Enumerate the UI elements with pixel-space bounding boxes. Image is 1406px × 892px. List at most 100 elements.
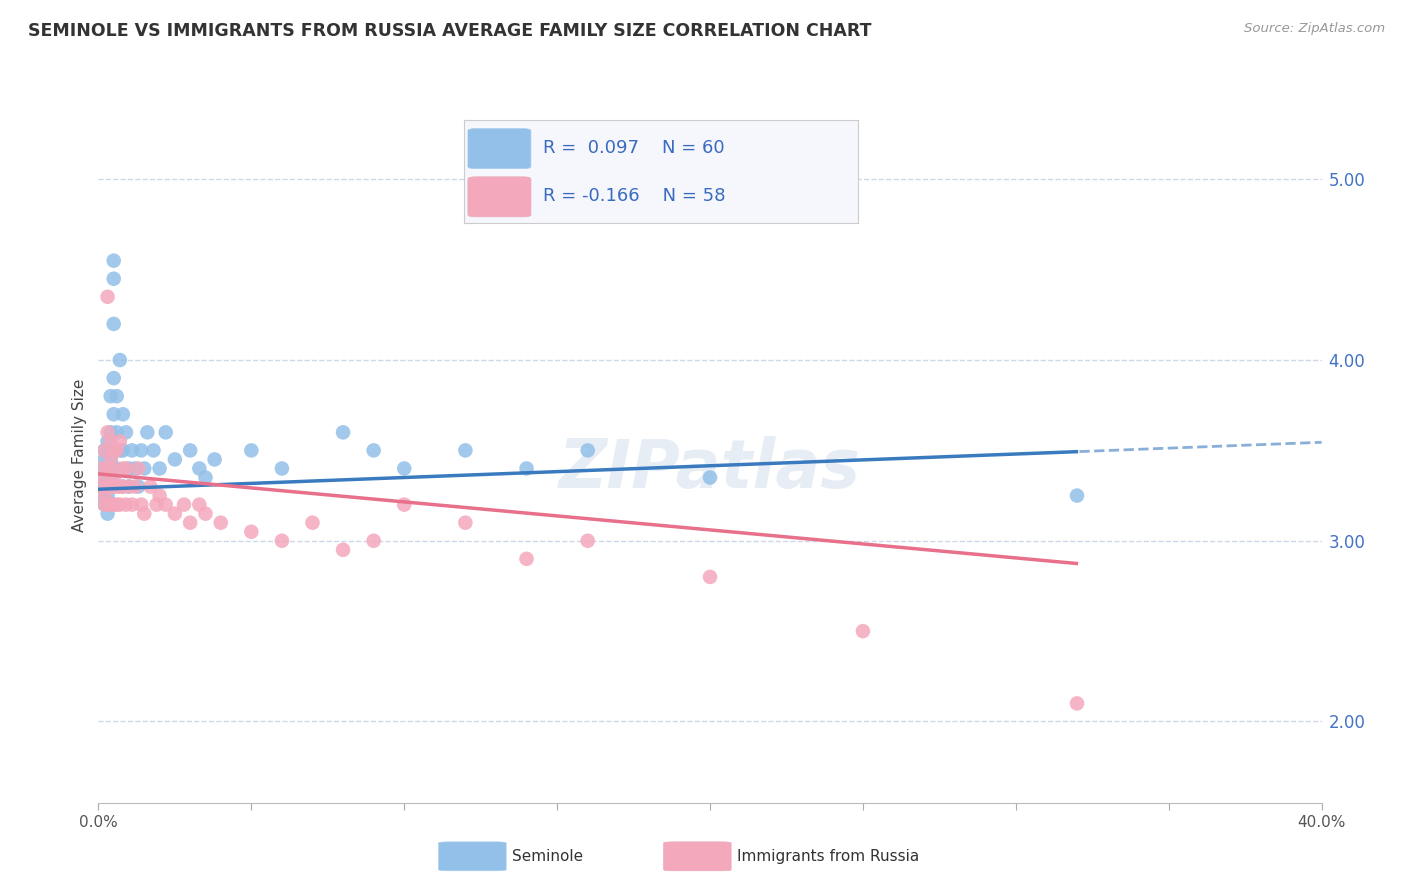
Point xyxy=(516,551,538,566)
Point xyxy=(100,452,122,467)
Point xyxy=(100,425,122,440)
Point xyxy=(852,624,875,639)
Point xyxy=(173,498,195,512)
Point xyxy=(105,479,128,493)
Point xyxy=(90,479,112,493)
Point xyxy=(108,434,131,449)
Point xyxy=(90,461,112,475)
Point xyxy=(93,470,115,484)
Point xyxy=(163,507,186,521)
FancyBboxPatch shape xyxy=(468,128,531,169)
Point xyxy=(149,461,172,475)
Point xyxy=(103,479,125,493)
Point xyxy=(100,434,122,449)
Point xyxy=(97,498,120,512)
Point xyxy=(127,461,149,475)
Point xyxy=(134,507,156,521)
Point xyxy=(194,507,217,521)
Point xyxy=(121,498,143,512)
Point xyxy=(115,498,138,512)
Point xyxy=(105,498,128,512)
Text: R = -0.166    N = 58: R = -0.166 N = 58 xyxy=(543,187,725,205)
Text: Source: ZipAtlas.com: Source: ZipAtlas.com xyxy=(1244,22,1385,36)
Point xyxy=(97,434,120,449)
Point xyxy=(105,425,128,440)
Point xyxy=(204,452,226,467)
Point xyxy=(332,542,354,557)
Point xyxy=(149,489,172,503)
Point xyxy=(93,443,115,458)
Point xyxy=(103,253,125,268)
Point xyxy=(105,389,128,403)
Point xyxy=(93,443,115,458)
Point xyxy=(103,271,125,285)
Point xyxy=(111,479,134,493)
Point xyxy=(100,389,122,403)
Point xyxy=(270,533,292,548)
Point xyxy=(97,425,120,440)
Point xyxy=(115,461,138,475)
Point xyxy=(576,443,599,458)
Point xyxy=(454,443,477,458)
Point xyxy=(103,470,125,484)
Point xyxy=(97,461,120,475)
Point xyxy=(90,489,112,503)
Point xyxy=(97,489,120,503)
Point xyxy=(179,516,201,530)
FancyBboxPatch shape xyxy=(439,842,506,871)
Point xyxy=(240,524,263,539)
Point xyxy=(121,443,143,458)
Point xyxy=(240,443,263,458)
Point xyxy=(100,498,122,512)
Point xyxy=(100,479,122,493)
Point xyxy=(118,479,141,493)
Point xyxy=(103,317,125,331)
Point xyxy=(179,443,201,458)
Point xyxy=(155,498,177,512)
Point xyxy=(97,498,120,512)
Point xyxy=(392,498,416,512)
Point xyxy=(97,290,120,304)
Point xyxy=(129,498,152,512)
Point xyxy=(111,443,134,458)
Point xyxy=(97,507,120,521)
Point xyxy=(97,479,120,493)
Point xyxy=(108,353,131,368)
Point xyxy=(124,479,146,493)
Point xyxy=(103,407,125,421)
Point xyxy=(188,498,211,512)
Point xyxy=(90,461,112,475)
Point xyxy=(301,516,323,530)
Point xyxy=(90,479,112,493)
Point xyxy=(103,371,125,385)
Point xyxy=(118,461,141,475)
Point xyxy=(209,516,232,530)
Point xyxy=(115,425,138,440)
Point xyxy=(103,443,125,458)
Y-axis label: Average Family Size: Average Family Size xyxy=(72,378,87,532)
Point xyxy=(108,443,131,458)
Point xyxy=(139,479,162,493)
Point xyxy=(93,479,115,493)
Text: ZIPatlas: ZIPatlas xyxy=(560,436,860,502)
Text: R =  0.097    N = 60: R = 0.097 N = 60 xyxy=(543,138,724,157)
Point xyxy=(118,479,141,493)
Point xyxy=(163,452,186,467)
Point xyxy=(97,461,120,475)
Point xyxy=(105,461,128,475)
Point xyxy=(576,533,599,548)
Point xyxy=(100,461,122,475)
Point xyxy=(111,461,134,475)
Point xyxy=(93,452,115,467)
Text: Immigrants from Russia: Immigrants from Russia xyxy=(737,849,920,863)
Point xyxy=(100,479,122,493)
Point xyxy=(127,479,149,493)
Point xyxy=(363,443,385,458)
Point xyxy=(142,443,165,458)
Point xyxy=(516,461,538,475)
Point xyxy=(93,498,115,512)
Point xyxy=(103,498,125,512)
Point xyxy=(100,452,122,467)
Point xyxy=(100,470,122,484)
Point xyxy=(332,425,354,440)
